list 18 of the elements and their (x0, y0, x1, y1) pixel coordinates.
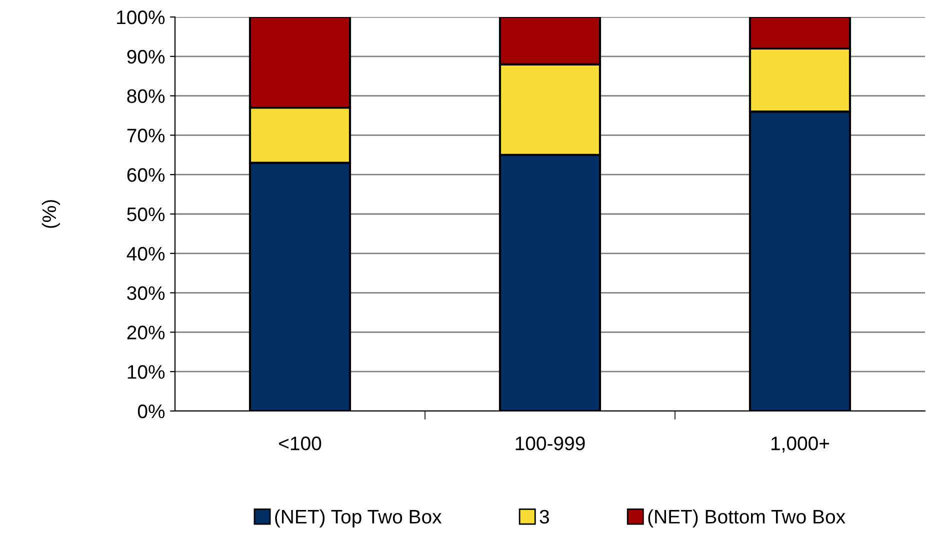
legend-label: 3 (540, 510, 549, 524)
y-tick-label: 50% (127, 207, 165, 222)
legend-label: (NET) Bottom Two Box (648, 509, 846, 528)
y-tick-label: 80% (127, 89, 165, 104)
y-tick-label: 70% (127, 128, 165, 142)
y-tick-label: 40% (126, 246, 165, 261)
y-tick-label: 100% (117, 10, 165, 24)
y-tick-label: 60% (127, 168, 165, 182)
y-tick-label: 0% (138, 404, 165, 418)
y-tick-label: 20% (127, 326, 165, 340)
y-tick-label: 90% (127, 50, 165, 64)
x-tick-label: <100 (279, 436, 322, 450)
y-axis-title: (%) (42, 200, 60, 228)
y-tick-label: 10% (128, 365, 165, 379)
x-tick-label: 1,000+ (771, 436, 830, 453)
x-tick-label: 100-999 (516, 436, 585, 450)
legend-label: (NET) Top Two Box (275, 509, 442, 528)
y-tick-label: 30% (127, 286, 165, 300)
